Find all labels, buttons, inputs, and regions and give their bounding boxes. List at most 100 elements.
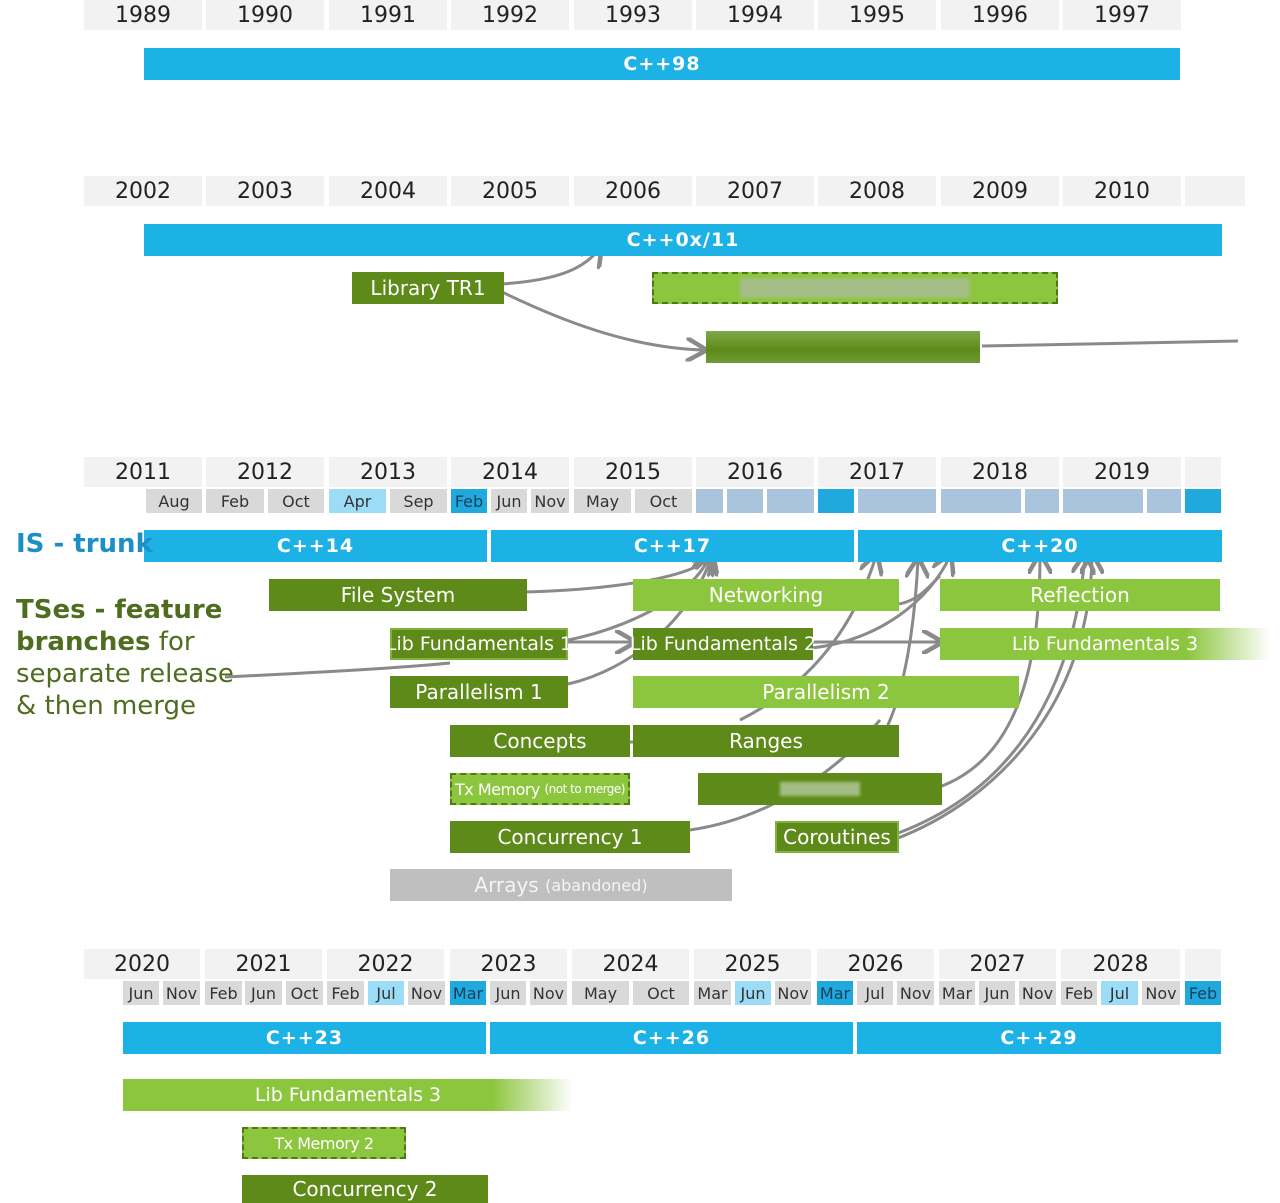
year-header: 2006 [574,176,692,206]
tx-memory-note: (not to merge) [544,782,626,796]
year-header: 1996 [941,0,1059,30]
year-header: 2013 [329,457,447,487]
month-marker: Nov [1142,981,1180,1005]
trunk-cpp17: C++17 [491,530,854,562]
month-marker-blurred [941,489,1021,513]
month-marker: Jul [368,981,404,1005]
legend-branches-bold-2: branches [16,627,151,657]
year-header-blank [1185,457,1221,487]
month-marker: Feb [327,981,364,1005]
year-header: 2005 [451,176,569,206]
blurred-label [740,278,970,298]
month-marker: Nov [1019,981,1056,1005]
year-header: 2002 [84,176,202,206]
month-marker: Feb [451,489,487,513]
month-marker: Sep [390,489,447,513]
month-marker: Aug [146,489,202,513]
year-header: 2009 [941,176,1059,206]
year-header: 1991 [329,0,447,30]
branch-ranges: Ranges [633,725,899,757]
trunk-cpp98: C++98 [144,48,1180,80]
branch-blurred-dashed [652,272,1058,304]
month-marker: Feb [205,981,242,1005]
year-header: 1990 [206,0,324,30]
year-header-blank [1185,176,1245,206]
year-header: 1995 [818,0,936,30]
month-marker: Mar [694,981,731,1005]
year-header: 2018 [941,457,1059,487]
month-marker-blurred [1025,489,1059,513]
month-marker: Mar [939,981,975,1005]
arrays-label: Arrays [474,873,539,897]
branch-lib-fundamentals-1: Lib Fundamentals 1 [386,628,572,660]
month-marker: Jun [245,981,282,1005]
month-marker-blurred [767,489,814,513]
month-marker: Jun [735,981,771,1005]
month-marker-blurred [696,489,723,513]
legend-branches-line-2: separate release [16,659,234,689]
branch-lib-fundamentals-3-cont: Lib Fundamentals 3 [123,1079,573,1111]
year-header-blank [1185,949,1221,979]
month-marker: Oct [635,489,692,513]
legend-branches-for: for [150,627,195,657]
year-header: 2021 [205,949,322,979]
month-marker: Nov [775,981,811,1005]
branch-blurred [706,331,980,363]
arrays-note: (abandoned) [545,875,648,895]
year-header: 1993 [574,0,692,30]
year-header: 1997 [1063,0,1181,30]
year-header: 2022 [327,949,444,979]
branch-parallelism-1: Parallelism 1 [390,676,568,708]
month-marker: Jul [1101,981,1138,1005]
month-marker: Jun [123,981,159,1005]
month-marker: Jun [491,489,527,513]
trunk-cpp20: C++20 [858,530,1222,562]
legend-branches-bold-1: TSes - feature [16,595,223,625]
month-marker-blurred [1185,489,1221,513]
month-marker: Feb [1061,981,1097,1005]
year-header: 2025 [694,949,811,979]
branch-tx-memory: Tx Memory (not to merge) [450,773,630,805]
year-header: 2028 [1061,949,1180,979]
trunk-cpp23: C++23 [123,1022,486,1054]
blurred-label [780,782,860,796]
year-header: 1992 [451,0,569,30]
year-header: 1989 [84,0,202,30]
month-marker: Nov [163,981,200,1005]
legend-trunk-label: IS - trunk [16,529,153,559]
month-marker-blurred [858,489,936,513]
year-header: 2011 [84,457,202,487]
branch-concurrency-1: Concurrency 1 [450,821,690,853]
month-marker: Mar [817,981,853,1005]
year-header: 2010 [1063,176,1181,206]
year-header: 1994 [696,0,814,30]
month-marker: Nov [530,981,567,1005]
branch-lib-fundamentals-2: Lib Fundamentals 2 [630,628,816,660]
branch-coroutines: Coroutines [775,821,899,853]
month-marker: Apr [329,489,386,513]
year-header: 2017 [818,457,936,487]
trunk-cpp14: C++14 [144,530,487,562]
month-marker-blurred [727,489,763,513]
year-header: 2027 [939,949,1056,979]
month-marker: Nov [897,981,934,1005]
branch-arrays-abandoned: Arrays (abandoned) [390,869,732,901]
month-marker-blurred [818,489,854,513]
tx-memory-label: Tx Memory [455,779,540,799]
year-header: 2004 [329,176,447,206]
branch-concepts: Concepts [450,725,630,757]
legend-branches-line-1: TSes - feature [16,594,234,626]
year-header: 2012 [206,457,324,487]
month-marker: Nov [408,981,445,1005]
month-marker: May [574,489,631,513]
year-header: 2020 [84,949,200,979]
branch-lib-fundamentals-3: Lib Fundamentals 3 [940,628,1270,660]
month-marker: Feb [1185,981,1221,1005]
trunk-cpp0x11: C++0x/11 [144,224,1222,256]
month-marker: Nov [531,489,569,513]
month-marker: Jun [979,981,1015,1005]
month-marker: Oct [286,981,323,1005]
month-marker: Mar [450,981,486,1005]
month-marker: Jul [857,981,893,1005]
year-header: 2007 [696,176,814,206]
